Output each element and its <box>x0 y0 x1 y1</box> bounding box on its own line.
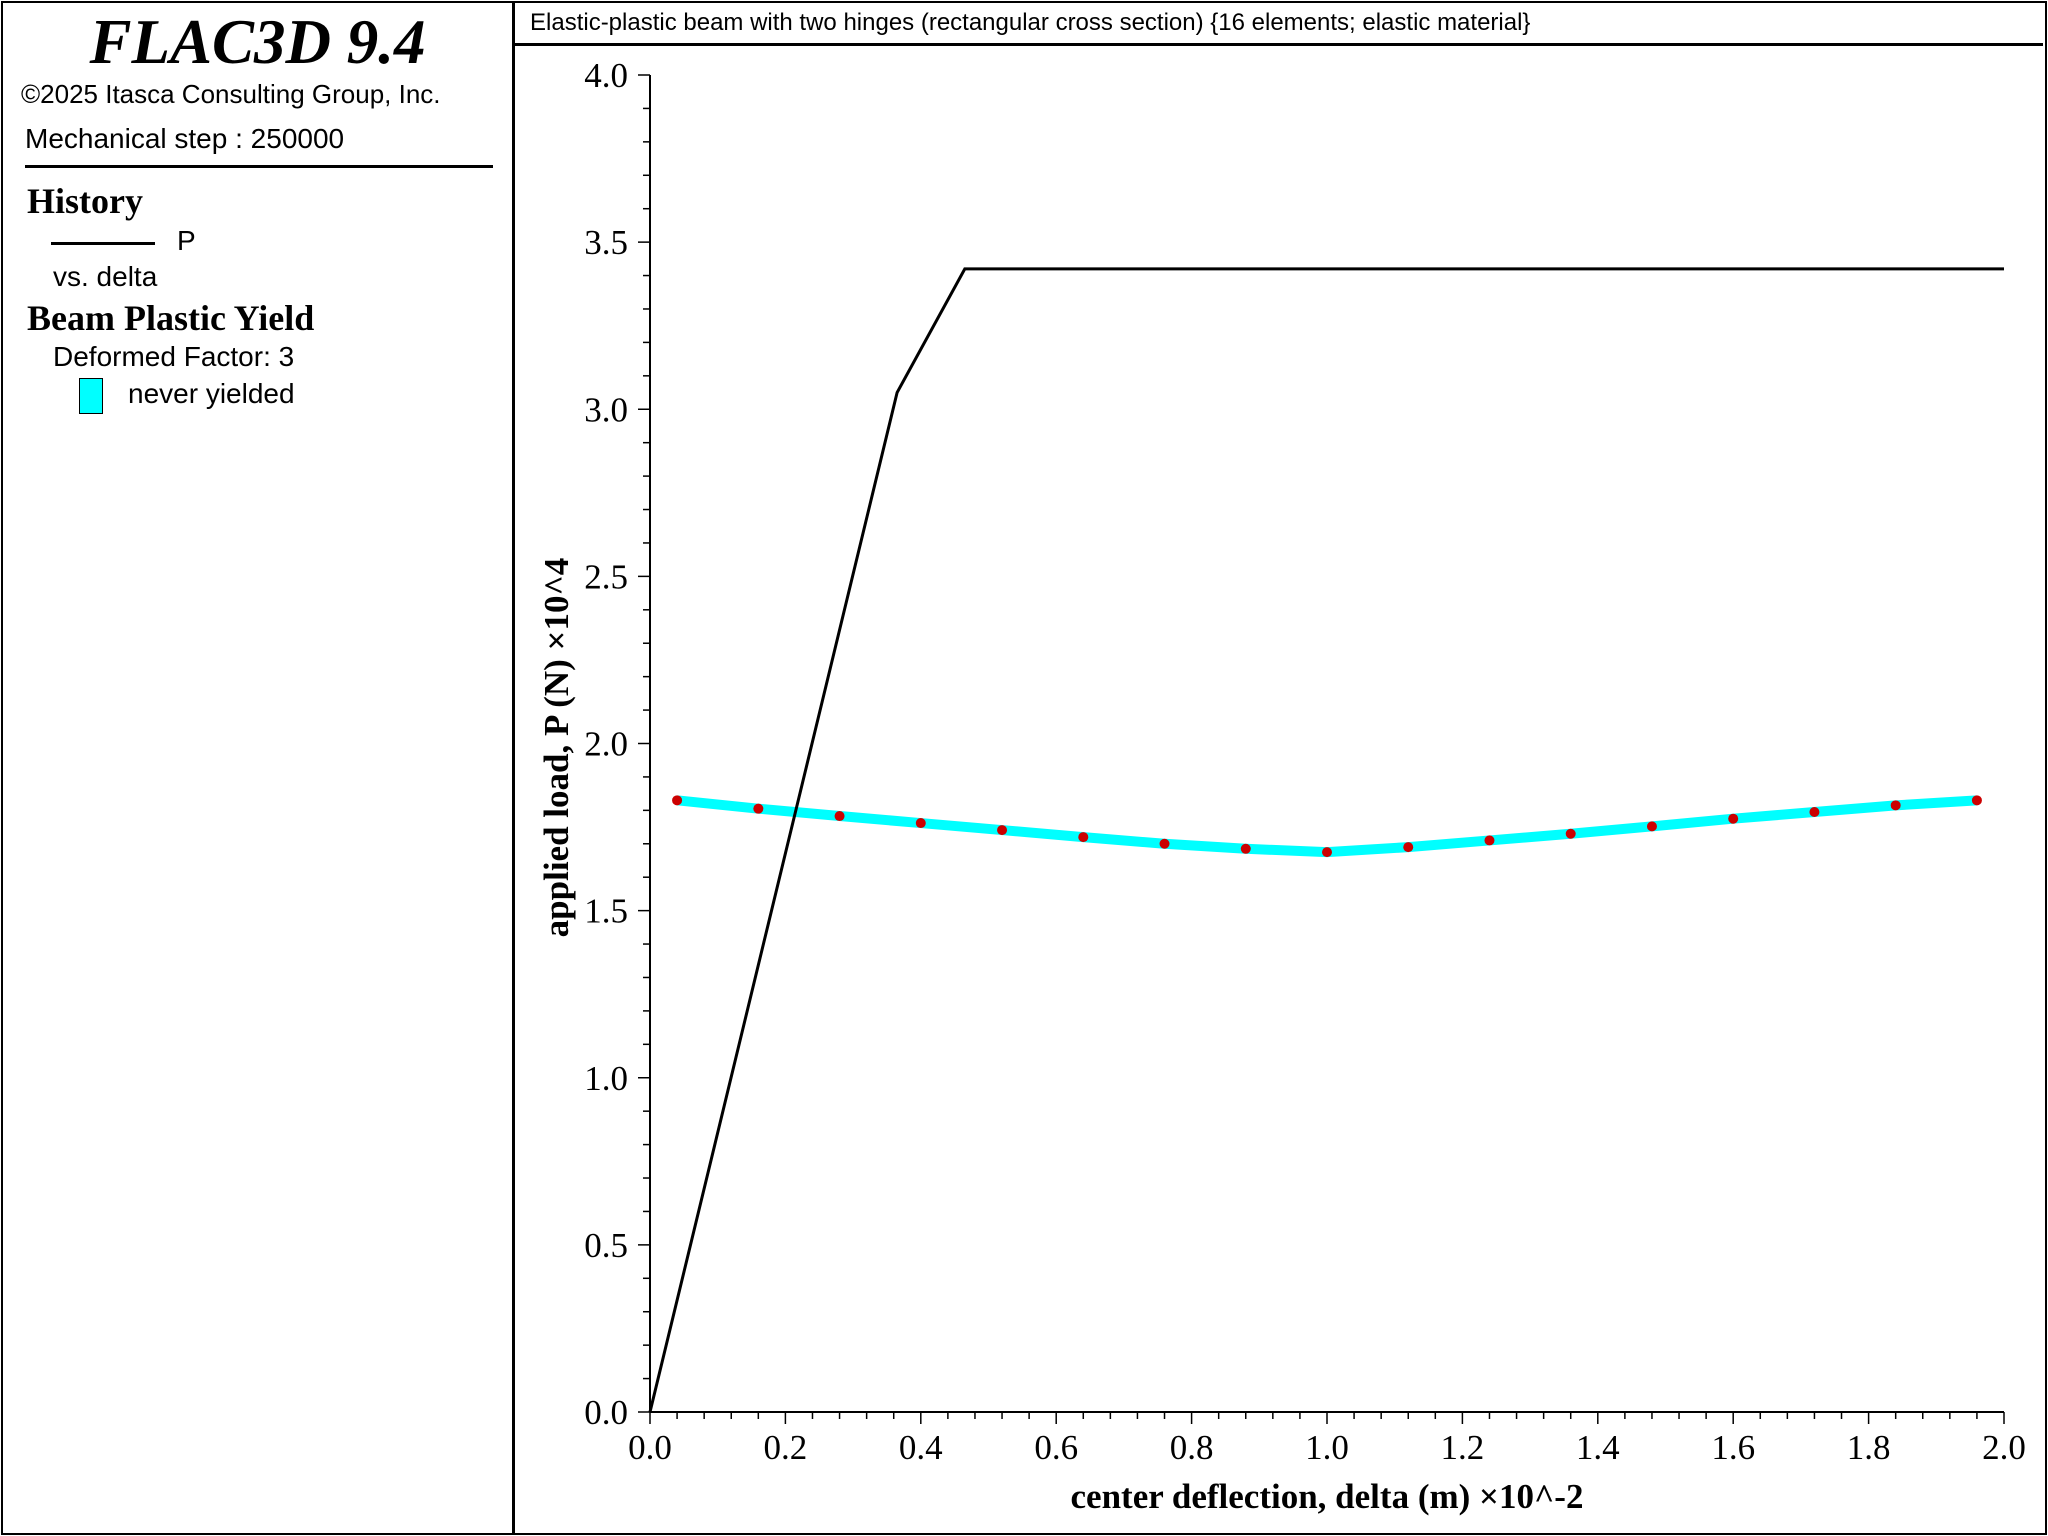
y-tick-label: 1.0 <box>584 1059 628 1098</box>
beam-plastic-yield-heading: Beam Plastic Yield <box>27 298 315 338</box>
history-p-line <box>648 267 2004 1413</box>
y-tick-label: 2.5 <box>584 557 628 596</box>
beam-node <box>1484 835 1495 846</box>
beam-node <box>1565 828 1576 839</box>
beam-node <box>1078 832 1089 843</box>
beam-node <box>1809 807 1820 818</box>
history-line-swatch <box>51 242 155 245</box>
x-tick-label: 1.8 <box>1847 1428 1891 1467</box>
x-tick-label: 1.0 <box>1305 1428 1349 1467</box>
beam-node <box>672 795 683 806</box>
beam-node <box>1322 847 1332 858</box>
beam-node <box>1159 838 1170 849</box>
beam-node <box>753 803 764 814</box>
beam-node <box>1646 821 1657 832</box>
y-axis-title: applied load, P (N) ×10^4 <box>537 558 576 938</box>
y-tick-label: 0.5 <box>584 1226 628 1265</box>
never-yielded-label: never yielded <box>128 378 295 409</box>
x-tick-label: 1.2 <box>1441 1428 1485 1467</box>
beam-node <box>1240 843 1251 854</box>
x-tick-label: 1.4 <box>1576 1428 1620 1467</box>
history-vs-label: vs. delta <box>53 261 158 292</box>
beam-node <box>1403 842 1414 853</box>
x-tick-label: 0.4 <box>899 1428 943 1467</box>
beam-node <box>997 825 1008 836</box>
beam-node <box>1890 800 1901 811</box>
beam-node <box>915 818 926 829</box>
y-tick-label: 1.5 <box>584 892 628 931</box>
beam-node <box>834 811 845 822</box>
app-title: FLAC3D 9.4 <box>89 7 426 77</box>
x-tick-label: 1.6 <box>1711 1428 1755 1467</box>
deformed-factor-label: Deformed Factor: 3 <box>53 341 295 372</box>
y-tick-label: 4.0 <box>584 56 628 95</box>
copyright-text: ©2025 Itasca Consulting Group, Inc. <box>21 79 441 109</box>
x-tick-label: 0.2 <box>764 1428 808 1467</box>
x-axis-title: center deflection, delta (m) ×10^-2 <box>1071 1477 1584 1516</box>
legend-panel: FLAC3D 9.4 ©2025 Itasca Consulting Group… <box>3 3 515 1533</box>
x-tick-label: 0.0 <box>628 1428 672 1467</box>
x-tick-label: 0.6 <box>1034 1428 1078 1467</box>
y-tick-label: 0.0 <box>584 1393 628 1432</box>
y-tick-label: 3.0 <box>584 390 628 429</box>
y-tick-label: 3.5 <box>584 223 628 262</box>
beam-node <box>1971 795 1982 806</box>
legend-divider <box>25 165 493 168</box>
x-tick-label: 2.0 <box>1982 1428 2026 1467</box>
plot-title-bar: Elastic-plastic beam with two hinges (re… <box>515 3 2043 46</box>
never-yielded-swatch <box>79 378 103 414</box>
beam-node <box>1728 813 1739 824</box>
history-heading: History <box>27 181 143 221</box>
history-series-label: P <box>177 225 196 256</box>
x-tick-label: 0.8 <box>1170 1428 1214 1467</box>
beam-yield-line <box>676 795 1978 858</box>
mechanical-step-label: Mechanical step : 250000 <box>25 123 345 154</box>
y-tick-label: 2.0 <box>584 725 628 764</box>
plot-title: Elastic-plastic beam with two hinges (re… <box>530 9 1531 36</box>
